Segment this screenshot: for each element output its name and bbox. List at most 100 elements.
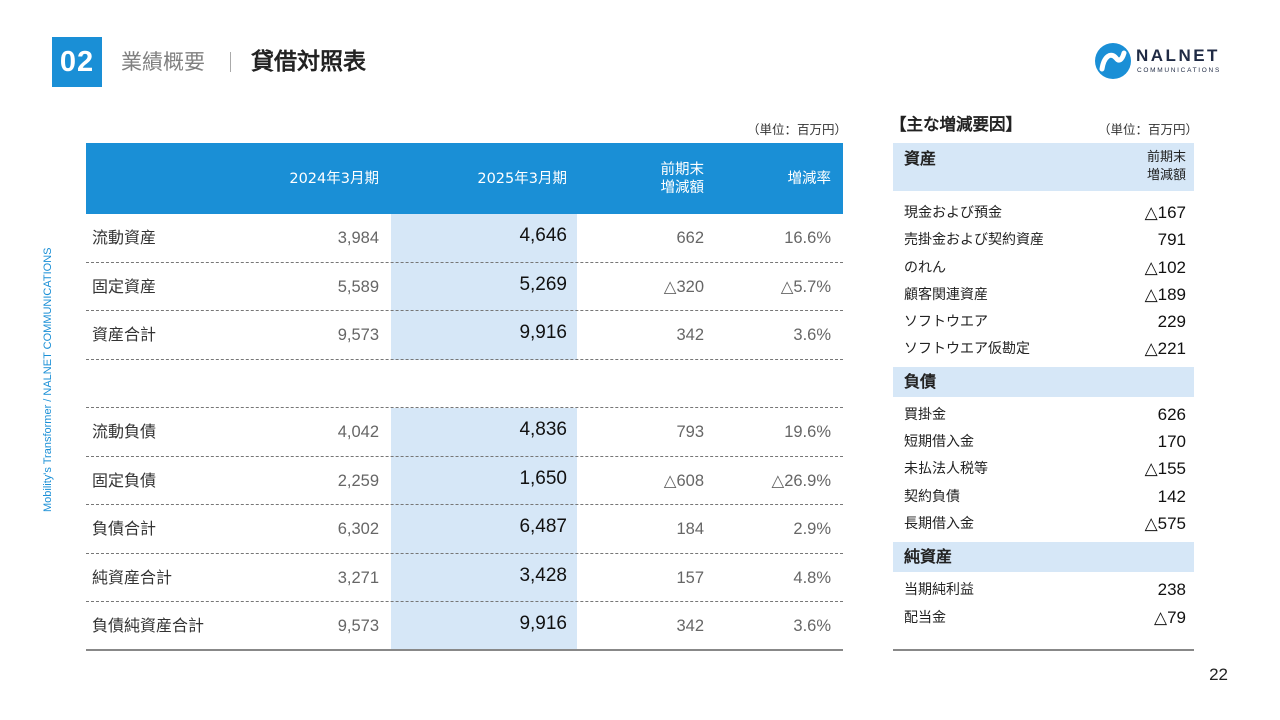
value-rate: 2.9%: [793, 520, 831, 538]
factors-panel: 資産 前期末増減額現金および預金 △167 売掛金および契約資産 791 のれん △102 顧…: [893, 143, 1194, 636]
table-row: 負債純資産合計 9,573 9,916 342 3.6%: [86, 602, 843, 651]
row-label: 固定負債: [92, 470, 157, 490]
section-subtitle: 業績概要: [121, 50, 205, 74]
table-row: 流動負債 4,042 4,836 793 19.6%: [86, 408, 843, 457]
value-rate: 19.6%: [784, 423, 831, 441]
value-2024: 4,042: [337, 423, 379, 441]
value-2025: 4,836: [519, 419, 567, 440]
value-2025: 1,650: [519, 467, 567, 489]
factor-item-list: 買掛金 626 短期借入金 170 未払法人税等 △155 契約負債 142 長期借入金 △575: [893, 397, 1194, 542]
value-2024: 9,573: [337, 617, 379, 635]
value-rate: △26.9%: [771, 471, 831, 490]
highlight-column-liabilities: [391, 408, 577, 651]
company-logo: NALNET COMMUNICATIONS: [1094, 42, 1244, 82]
factor-item-value: 238: [1157, 580, 1186, 600]
factor-item: 未払法人税等 △155: [893, 456, 1194, 483]
factor-item-value: △167: [1144, 203, 1186, 222]
header-divider: [230, 52, 231, 72]
row-label: 資産合計: [92, 325, 157, 344]
value-2024: 5,589: [337, 277, 379, 296]
factors-title: 【主な増減要因】: [890, 115, 1022, 134]
value-2024: 3,271: [337, 568, 379, 587]
factor-item-value: 229: [1157, 312, 1186, 332]
value-2024: 6,302: [337, 520, 379, 538]
factor-item: のれん △102: [893, 255, 1194, 282]
column-header-change-line2: 増減額: [660, 180, 705, 196]
factor-column-header-line1: 前期末: [1146, 150, 1186, 165]
factors-bottom-rule: [893, 649, 1194, 651]
factor-item-name: 長期借入金: [904, 515, 974, 532]
table-row: 資産合計 9,573 9,916 342 3.6%: [86, 311, 843, 360]
balance-sheet-table: 2024年3月期 2025年3月期 前期末 増減額 増減率 流動資産 3,984 4…: [86, 143, 843, 651]
factor-category-label: 資産: [904, 149, 937, 168]
factor-category-label: 負債: [904, 371, 937, 391]
factor-item: 配当金 △79: [893, 605, 1194, 632]
value-change: △320: [663, 277, 704, 296]
factor-item-name: 未払法人税等: [904, 461, 988, 478]
factor-item: ソフトウエア仮勘定 △221: [893, 336, 1194, 363]
factors-unit: （単位：百万円）: [1098, 122, 1199, 137]
row-label: 純資産合計: [92, 567, 173, 587]
value-2025: 6,487: [519, 516, 567, 537]
factor-item: 現金および預金 △167: [893, 200, 1194, 227]
factor-item-value: 142: [1157, 486, 1186, 506]
column-header-2025: 2025年3月期: [477, 171, 567, 187]
factor-item: 長期借入金 △575: [893, 511, 1194, 538]
factor-item-value: △155: [1144, 459, 1186, 479]
factor-category-header: 純資産: [893, 542, 1194, 573]
value-rate: △5.7%: [780, 277, 831, 296]
factor-column-header-line2: 増減額: [1146, 168, 1186, 183]
factor-item: 顧客関連資産 △189: [893, 282, 1194, 309]
table-header-row: 2024年3月期 2025年3月期 前期末 増減額 増減率: [86, 143, 843, 214]
factor-item: 契約負債 142: [893, 484, 1194, 511]
factor-category-header: 負債: [893, 366, 1194, 397]
section-number: 02: [52, 37, 102, 87]
row-label: 固定資産: [92, 276, 157, 296]
column-header-rate: 増減率: [787, 171, 832, 187]
value-change: 342: [676, 326, 704, 344]
factor-item-value: △575: [1144, 513, 1186, 533]
factor-item: 短期借入金 170: [893, 429, 1194, 456]
logo-subtitle: COMMUNICATIONS: [1137, 67, 1221, 74]
value-change: 184: [676, 520, 704, 538]
factor-item-name: 現金および預金: [904, 205, 1002, 221]
value-change: 157: [676, 568, 704, 587]
value-2025: 9,916: [519, 613, 567, 634]
value-2025: 5,269: [519, 273, 567, 295]
factor-item: 売掛金および契約資産 791: [893, 227, 1194, 254]
factor-item-value: △221: [1144, 339, 1186, 359]
factor-category-header: 資産 前期末増減額: [893, 143, 1194, 191]
value-2025: 9,916: [519, 322, 567, 343]
factor-item: ソフトウエア 229: [893, 309, 1194, 336]
table-row: 負債合計 6,302 6,487 184 2.9%: [86, 505, 843, 554]
factor-column-header: 前期末 増減額: [1147, 149, 1186, 185]
value-change: 662: [676, 229, 704, 247]
page-number: 22: [1209, 665, 1228, 684]
factor-item-value: △102: [1144, 257, 1186, 277]
row-label: 流動負債: [92, 422, 157, 441]
logo-name: NALNET: [1136, 46, 1220, 65]
factor-item: 買掛金 626: [893, 402, 1194, 429]
factor-item-name: ソフトウエア仮勘定: [904, 341, 1030, 358]
value-2024: 9,573: [337, 326, 379, 344]
factor-item-name: のれん: [904, 259, 946, 276]
factor-item-list: 当期純利益 238 配当金 △79: [893, 572, 1194, 636]
factor-item-name: 顧客関連資産: [904, 286, 988, 303]
column-header-change: 前期末 増減額: [661, 161, 705, 197]
value-rate: 3.6%: [793, 326, 831, 344]
factor-category-label: 純資産: [904, 547, 953, 567]
factor-item-value: 626: [1157, 404, 1186, 424]
factor-item-name: ソフトウエア: [904, 314, 988, 331]
column-header-change-line1: 前期末: [660, 162, 705, 178]
column-header-2024: 2024年3月期: [289, 171, 379, 187]
factor-item-list: 現金および預金 △167 売掛金および契約資産 791 のれん △102 顧客関連資産 △18…: [893, 191, 1194, 367]
value-2025: 4,646: [519, 225, 567, 246]
row-label: 流動資産: [92, 228, 157, 247]
factor-item-name: 短期借入金: [904, 434, 974, 451]
factor-item-value: 170: [1157, 432, 1186, 452]
value-change: 342: [676, 617, 704, 635]
main-table-unit: （単位：百万円）: [747, 122, 848, 137]
row-label: 負債合計: [92, 519, 157, 538]
row-label: 負債純資産合計: [92, 616, 205, 635]
highlight-column-assets: [391, 214, 577, 360]
